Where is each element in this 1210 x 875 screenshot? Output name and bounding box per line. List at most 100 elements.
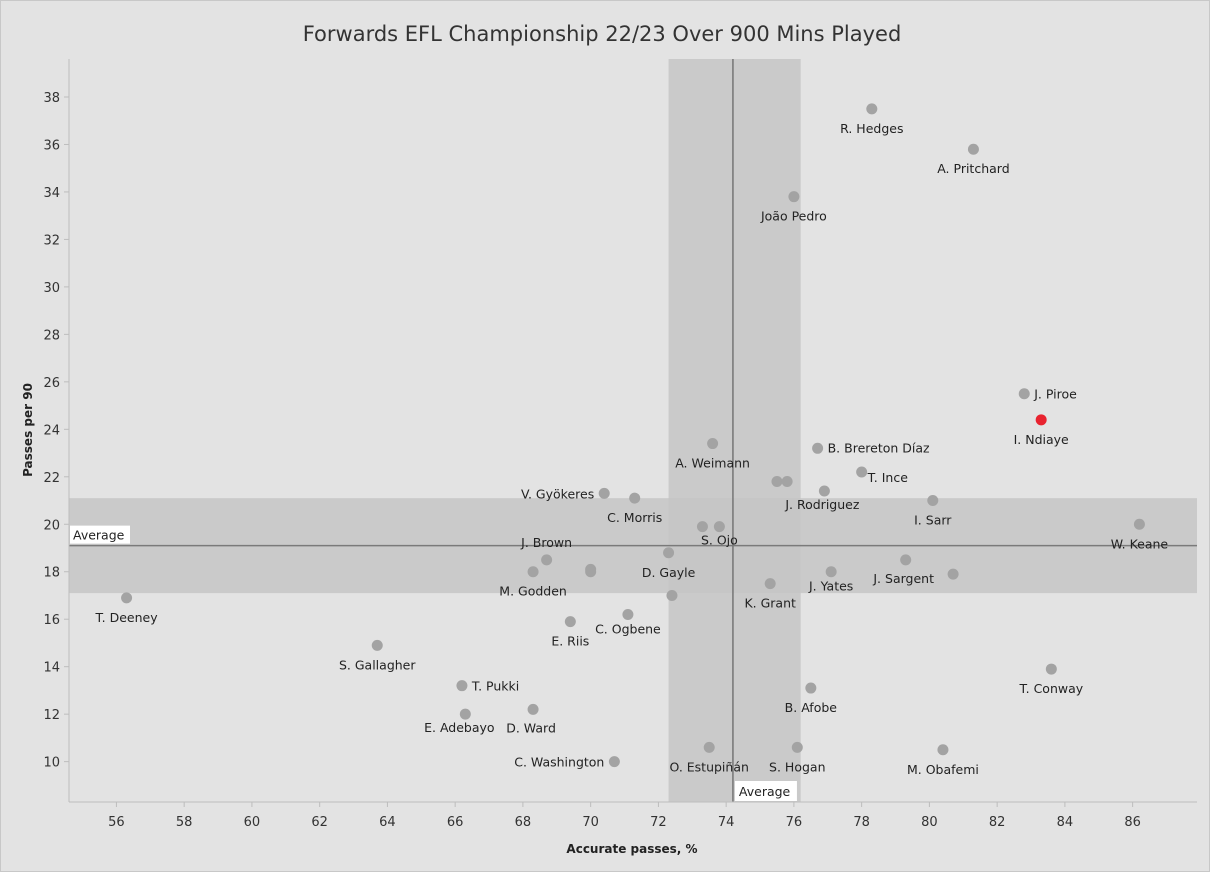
data-point [866,103,878,115]
average-bands: Average Average [69,59,1197,802]
point-label: W. Keane [1111,536,1169,551]
data-point [791,741,803,753]
point-label: S. Gallagher [339,657,416,672]
x-axis-title: Accurate passes, % [566,842,697,856]
data-point [900,554,912,566]
data-point [1045,663,1057,675]
point-label: J. Yates [808,579,853,594]
axes: 56 58 60 62 64 66 68 70 72 74 76 78 80 82 84 86 10 12 14 16… [43,59,1197,830]
highlighted-point [1035,414,1047,426]
point-label: B. Afobe [785,700,838,715]
data-point [812,442,824,454]
x-tick-label: 74 [718,815,735,830]
data-point [663,547,675,559]
point-label: C. Morris [607,510,662,525]
data-point [371,639,383,651]
data-point [121,592,133,604]
x-tick-label: 56 [108,815,125,830]
y-average-label: Average [73,528,125,543]
x-tick-label: 58 [176,815,193,830]
data-point [788,191,800,203]
x-tick-label: 84 [1057,815,1074,830]
y-tick-label: 18 [43,566,60,581]
data-point [703,741,715,753]
point-label: T. Pukki [471,679,519,694]
point-label: R. Hedges [840,121,903,136]
data-point [598,487,610,499]
x-tick-label: 72 [650,815,667,830]
y-tick-label: 16 [43,613,60,628]
data-point [456,680,468,692]
point-label: S. Ojo [701,533,738,548]
x-average-band [668,59,801,802]
point-label: V. Gyökeres [521,486,594,501]
point-label: E. Riis [551,634,589,649]
data-point [771,476,783,488]
point-label: J. Sargent [872,571,934,586]
data-point [608,756,620,768]
point-label: C. Washington [514,755,604,770]
x-tick-label: 60 [244,815,261,830]
data-point [564,616,576,628]
data-point [825,566,837,578]
point-label: A. Weimann [675,456,750,471]
x-tick-label: 86 [1124,815,1141,830]
point-label: E. Adebayo [424,720,494,735]
point-label: J. Piroe [1033,387,1077,402]
data-point [629,492,641,504]
point-label: C. Ogbene [595,621,661,636]
point-label: S. Hogan [769,759,825,774]
data-point [696,521,708,533]
x-average-label: Average [739,784,791,799]
x-tick-label: 78 [853,815,870,830]
data-point [666,589,678,601]
y-axis-title: Passes per 90 [21,383,35,477]
y-tick-label: 38 [43,91,60,106]
point-label: M. Godden [499,584,567,599]
data-point [527,566,539,578]
point-label: T. Conway [1018,681,1083,696]
x-tick-label: 66 [447,815,464,830]
data-point [781,476,793,488]
data-point [764,578,776,590]
data-point [541,554,553,566]
point-label: D. Gayle [642,565,696,580]
point-label: J. Brown [520,535,572,550]
chart-title: Forwards EFL Championship 22/23 Over 900… [303,22,902,46]
data-point [585,566,597,578]
y-tick-label: 26 [43,376,60,391]
y-tick-label: 12 [43,708,60,723]
data-point [1133,518,1145,530]
data-point [927,495,939,507]
x-tick-label: 80 [921,815,938,830]
point-label: T. Ince [867,470,909,485]
data-point [856,466,868,478]
y-tick-label: 32 [43,233,60,248]
y-tick-label: 24 [43,423,60,438]
point-label: T. Deeney [95,610,159,625]
x-tick-label: 76 [786,815,803,830]
y-tick-label: 28 [43,328,60,343]
point-label: D. Ward [506,720,556,735]
y-tick-label: 10 [43,756,60,771]
point-label: J. Rodriguez [784,497,859,512]
data-point [937,744,949,756]
x-tick-label: 62 [311,815,328,830]
point-label: M. Obafemi [907,762,979,777]
data-point [527,703,539,715]
x-tick-label: 68 [515,815,532,830]
y-tick-label: 36 [43,138,60,153]
data-point [622,608,634,620]
data-point [713,521,725,533]
point-label: João Pedro [760,209,827,224]
y-tick-label: 22 [43,471,60,486]
y-tick-label: 14 [43,661,60,676]
point-labels: R. Hedges A. Pritchard João Pedro J. Piroe I… [95,121,1169,777]
data-point [947,568,959,580]
point-label: I. Ndiaye [1014,432,1069,447]
point-label: I. Sarr [914,513,952,528]
point-label: O. Estupiñán [669,759,748,774]
data-point [707,438,719,450]
